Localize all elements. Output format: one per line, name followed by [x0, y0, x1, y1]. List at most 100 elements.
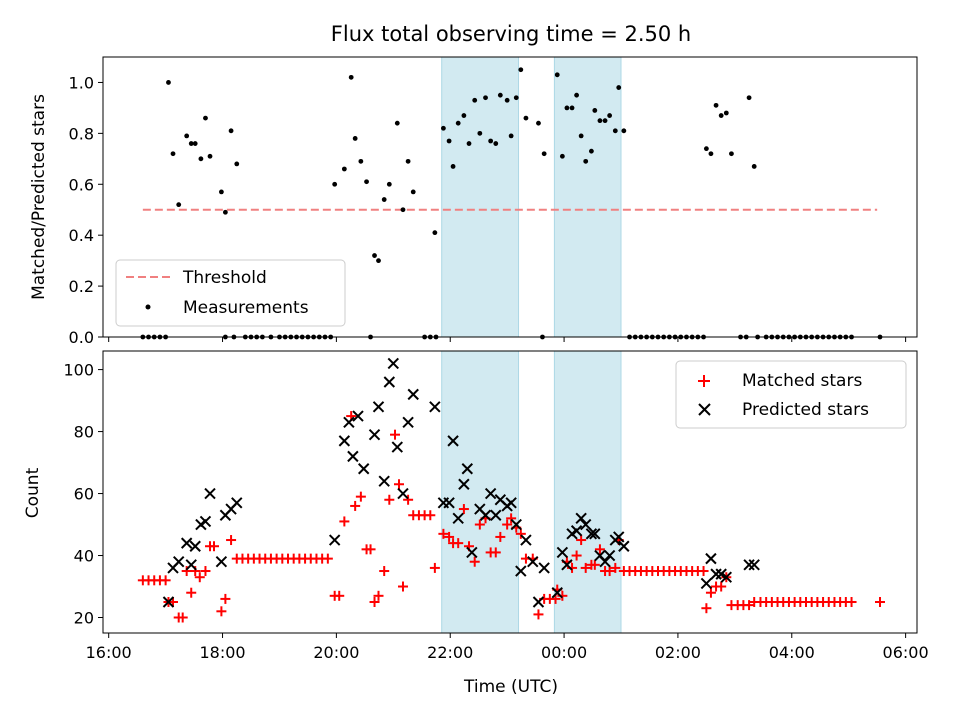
matched-star-point [429, 562, 440, 573]
matched-star-point [425, 510, 436, 521]
measurement-point [607, 113, 613, 118]
top-y-tick-label: 0.6 [69, 175, 94, 194]
measurement-point [184, 133, 190, 139]
measurement-point [477, 130, 483, 136]
predicted-star-point [510, 518, 522, 531]
measurement-point [405, 158, 411, 164]
measurement-point [746, 95, 752, 101]
bottom-legend-box [675, 360, 907, 429]
measurement-point [376, 258, 381, 264]
measurement-point [708, 151, 714, 157]
measurement-point [713, 102, 719, 108]
predicted-star-point [387, 357, 400, 370]
top-y-axis-ticks: 0.0 0.2 0.4 0.6 0.8 1.0 [69, 73, 103, 347]
bottom-y-tick-label: 80 [74, 423, 94, 442]
predicted-star-point [748, 559, 760, 571]
measurement-point [372, 253, 377, 258]
matched-star-point [339, 516, 350, 527]
predicted-star-point [443, 497, 455, 509]
measurement-point [589, 148, 594, 154]
predicted-star-point [580, 518, 592, 531]
matched-star-point [194, 572, 205, 583]
predicted-star-point [199, 515, 212, 528]
measurement-point [466, 141, 472, 146]
bottom-x-axis-ticks: 16:00 18:00 20:00 22:00 00:00 02:00 04:00 06:00 [86, 633, 929, 662]
predicted-star-point [505, 497, 517, 509]
bottom-x-tick-label: 16:00 [86, 643, 132, 662]
bottom-plot-frame [102, 350, 918, 634]
measurement-point [472, 97, 478, 103]
top-y-tick-label: 0.4 [69, 226, 94, 245]
measurement-point [523, 115, 529, 121]
measurement-point [228, 128, 234, 134]
top-y-tick-label: 1.0 [69, 73, 94, 92]
measurement-point [358, 158, 364, 164]
top-plot-frame [102, 56, 918, 338]
bottom-y-tick-label: 100 [63, 361, 94, 380]
bottom-x-tick-label: 00:00 [541, 643, 587, 662]
matched-star-point [444, 531, 455, 542]
predicted-star-point [231, 497, 243, 509]
measurement-point [483, 95, 488, 101]
matched-star-point [355, 491, 366, 502]
bottom-plot-panel: 20 40 60 80 100 16:00 18:00 20:00 22:00 00:00 02:… [23, 350, 929, 697]
predicted-star-point [347, 450, 359, 463]
predicted-star-point [378, 475, 390, 487]
measurement-point [703, 146, 709, 152]
matched-star-point [226, 535, 237, 546]
predicted-star-point [527, 556, 539, 568]
bottom-x-tick-label: 20:00 [313, 643, 359, 662]
matched-star-point [160, 575, 171, 586]
predicted-star-point [551, 587, 563, 599]
matched-star-point [397, 581, 408, 592]
matched-star-point [390, 429, 401, 440]
measurement-point [192, 141, 198, 146]
matched-star-point [394, 479, 404, 490]
matched-star-point [580, 562, 591, 573]
predicted-star-point [173, 556, 185, 568]
predicted-star-point [402, 416, 414, 428]
matched-star-point [533, 609, 544, 620]
x-axis-label: Time (UTC) [463, 677, 558, 697]
measurement-point [574, 92, 579, 98]
predicted-star-point [328, 534, 341, 546]
measurement-point [352, 136, 358, 141]
top-y-tick-label: 0.2 [69, 277, 94, 296]
predicted-star-point [189, 540, 201, 552]
measurement-point [616, 85, 622, 90]
matched-star-point [846, 597, 857, 608]
predicted-star-point [705, 552, 717, 565]
measurement-point [364, 179, 369, 185]
matched-star-point [216, 606, 227, 617]
measurement-point [166, 80, 171, 85]
predicted-star-point [204, 487, 216, 500]
measurement-point [554, 72, 560, 78]
measurement-point [597, 118, 603, 124]
predicted-star-point [743, 559, 755, 571]
matched-star-point [875, 597, 885, 608]
predicted-star-point [407, 388, 419, 401]
measurement-point [348, 74, 354, 80]
matched-star-point [506, 513, 517, 524]
chart-title: Flux total observing time = 2.50 h [331, 22, 691, 46]
predicted-star-point [570, 525, 583, 537]
predicted-legend-swatch [698, 403, 711, 416]
bottom-x-tick-label: 18:00 [199, 643, 245, 662]
threshold-legend-label: Threshold [182, 268, 267, 288]
top-x-axis-ticks [108, 337, 907, 342]
measurement-point [410, 189, 416, 195]
observing-window-1 [553, 350, 622, 634]
predicted-star-point [490, 509, 502, 521]
top-legend-box [115, 259, 346, 327]
measurement-point [569, 105, 575, 111]
measurement-point [188, 141, 194, 146]
matched-legend-label: Matched stars [742, 371, 862, 391]
measurement-point [400, 207, 406, 213]
observing-window-0 [441, 350, 520, 634]
top-y-tick-label: 0.0 [69, 328, 94, 347]
matched-star-point [438, 528, 449, 539]
predicted-star-point [180, 537, 193, 549]
bottom-x-tick-label: 02:00 [655, 643, 701, 662]
matched-star-point [403, 494, 414, 505]
